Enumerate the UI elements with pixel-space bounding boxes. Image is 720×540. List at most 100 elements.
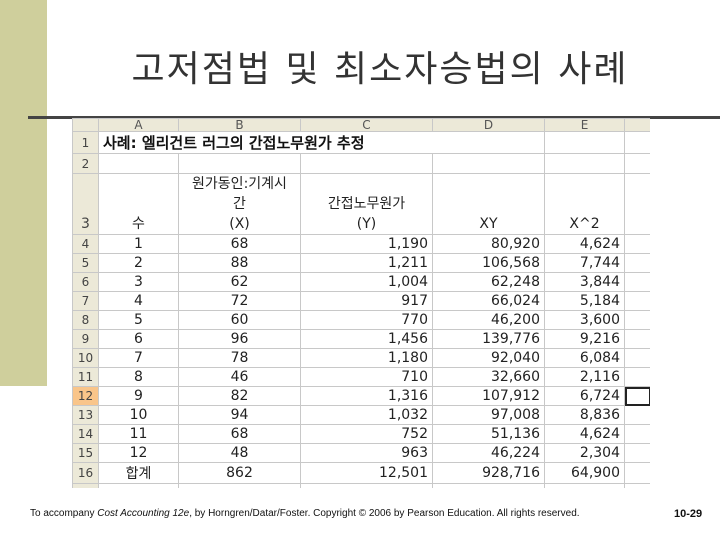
cell-b[interactable]: 82 [178, 386, 301, 406]
cell-f[interactable] [624, 291, 650, 311]
cell-b[interactable]: 78 [178, 348, 301, 368]
cell-f[interactable] [624, 329, 650, 349]
cell-f[interactable] [624, 310, 650, 330]
cell-e[interactable]: 9,216 [544, 329, 625, 349]
cell-f[interactable] [624, 405, 650, 425]
cell-b[interactable]: 60 [178, 310, 301, 330]
cell-d[interactable]: 92,040 [432, 348, 545, 368]
header-cell-d[interactable]: XY [432, 173, 545, 235]
cell-f[interactable] [624, 424, 650, 444]
column-header-e[interactable]: E [544, 118, 625, 132]
cell-e[interactable]: 6,724 [544, 386, 625, 406]
column-header-a[interactable]: A [98, 118, 179, 132]
cell-a[interactable]: 11 [98, 424, 179, 444]
cell-d[interactable]: 107,912 [432, 386, 545, 406]
cell-e[interactable]: 2,116 [544, 367, 625, 387]
total-c-cell[interactable]: 12,501 [300, 462, 433, 484]
cell-b[interactable]: 68 [178, 234, 301, 254]
cell-d[interactable]: 97,008 [432, 405, 545, 425]
cell-e[interactable]: 3,600 [544, 310, 625, 330]
row-header[interactable]: 14 [72, 424, 99, 444]
cell-f[interactable] [624, 348, 650, 368]
cell-c[interactable]: 1,456 [300, 329, 433, 349]
column-header-f[interactable] [624, 118, 650, 132]
header-cell-a[interactable]: 수 [98, 173, 179, 235]
row-header[interactable]: 12 [72, 386, 99, 406]
cell-c[interactable]: 710 [300, 367, 433, 387]
row-header[interactable]: 7 [72, 291, 99, 311]
row-header[interactable]: 10 [72, 348, 99, 368]
active-cell[interactable] [624, 386, 650, 406]
cell-f[interactable] [624, 443, 650, 463]
total-d-cell[interactable]: 928,716 [432, 462, 545, 484]
cell-d[interactable]: 106,568 [432, 253, 545, 273]
cell-c[interactable]: 770 [300, 310, 433, 330]
cell-c[interactable]: 1,180 [300, 348, 433, 368]
cell-c[interactable]: 963 [300, 443, 433, 463]
row-header[interactable]: 13 [72, 405, 99, 425]
cell-c[interactable]: 1,190 [300, 234, 433, 254]
row-header-1[interactable]: 1 [72, 131, 99, 154]
row-header[interactable]: 11 [72, 367, 99, 387]
cell-a[interactable]: 10 [98, 405, 179, 425]
cell-b[interactable]: 94 [178, 405, 301, 425]
column-header-d[interactable]: D [432, 118, 545, 132]
row-header-2[interactable]: 2 [72, 153, 99, 174]
cell-e[interactable]: 4,624 [544, 424, 625, 444]
cell-b[interactable]: 62 [178, 272, 301, 292]
cell-a[interactable]: 8 [98, 367, 179, 387]
cell-a[interactable]: 5 [98, 310, 179, 330]
cell-b[interactable]: 48 [178, 443, 301, 463]
row-header-16[interactable]: 16 [72, 462, 99, 484]
row-header[interactable]: 6 [72, 272, 99, 292]
cell-f[interactable] [624, 253, 650, 273]
header-cell-b[interactable]: 원가동인:기계시 간 (X) [178, 173, 301, 235]
cell-b[interactable]: 72 [178, 291, 301, 311]
cell-d[interactable]: 46,200 [432, 310, 545, 330]
cell-a[interactable]: 12 [98, 443, 179, 463]
cell-d[interactable]: 80,920 [432, 234, 545, 254]
cell-d[interactable]: 32,660 [432, 367, 545, 387]
cell-f[interactable] [624, 367, 650, 387]
cell-a[interactable]: 7 [98, 348, 179, 368]
row-header[interactable]: 15 [72, 443, 99, 463]
cell-a[interactable]: 9 [98, 386, 179, 406]
cell-d[interactable]: 62,248 [432, 272, 545, 292]
cell-b[interactable]: 46 [178, 367, 301, 387]
header-cell-e[interactable]: X^2 [544, 173, 625, 235]
total-e-cell[interactable]: 64,900 [544, 462, 625, 484]
cell-e[interactable]: 7,744 [544, 253, 625, 273]
cell-a[interactable]: 2 [98, 253, 179, 273]
cell-e[interactable]: 6,084 [544, 348, 625, 368]
cell-a[interactable]: 6 [98, 329, 179, 349]
column-header-c[interactable]: C [300, 118, 433, 132]
cell-a[interactable]: 4 [98, 291, 179, 311]
row-header[interactable]: 4 [72, 234, 99, 254]
cell-c[interactable]: 1,032 [300, 405, 433, 425]
header-cell-c[interactable]: 간접노무원가 (Y) [300, 173, 433, 235]
cell-d[interactable]: 51,136 [432, 424, 545, 444]
cell-e[interactable]: 8,836 [544, 405, 625, 425]
row-header-3[interactable]: 3 [72, 173, 99, 235]
row-header[interactable]: 8 [72, 310, 99, 330]
cell-b[interactable]: 88 [178, 253, 301, 273]
sheet-title-cell[interactable]: 사례: 엘리건트 러그의 간접노무원가 추정 [98, 131, 545, 154]
cell-a[interactable]: 1 [98, 234, 179, 254]
cell-d[interactable]: 46,224 [432, 443, 545, 463]
cell-c[interactable]: 1,211 [300, 253, 433, 273]
total-b-cell[interactable]: 862 [178, 462, 301, 484]
cell-c[interactable]: 1,316 [300, 386, 433, 406]
row-header-17[interactable]: 17 [72, 483, 99, 488]
cell-e[interactable]: 2,304 [544, 443, 625, 463]
row-header[interactable]: 5 [72, 253, 99, 273]
cell-d[interactable]: 139,776 [432, 329, 545, 349]
cell-e[interactable]: 3,844 [544, 272, 625, 292]
row-header[interactable]: 9 [72, 329, 99, 349]
cell-e[interactable]: 5,184 [544, 291, 625, 311]
select-all-corner[interactable] [72, 118, 99, 132]
cell-f[interactable] [624, 234, 650, 254]
total-label-cell[interactable]: 합계 [98, 462, 179, 484]
cell-d[interactable]: 66,024 [432, 291, 545, 311]
column-header-b[interactable]: B [178, 118, 301, 132]
cell-c[interactable]: 1,004 [300, 272, 433, 292]
